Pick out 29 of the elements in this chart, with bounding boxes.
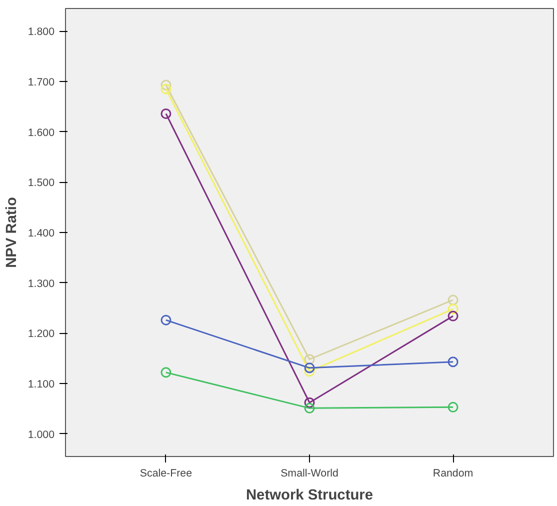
point bbox=[160, 367, 172, 378]
point bbox=[448, 402, 458, 412]
point bbox=[160, 314, 172, 326]
point bbox=[448, 294, 458, 306]
point bbox=[160, 80, 172, 90]
y-tick-label: 1.700 bbox=[28, 76, 55, 88]
point bbox=[304, 397, 315, 408]
point bbox=[304, 362, 315, 374]
x-tick-label: Scale-Free bbox=[140, 468, 192, 480]
point bbox=[448, 356, 458, 368]
x-axis-title: Network Structure bbox=[246, 488, 374, 504]
y-tick-label: 1.000 bbox=[28, 428, 55, 441]
y-tick-label: 1.800 bbox=[28, 26, 55, 38]
y-tick-label: 1.300 bbox=[28, 278, 55, 290]
y-tick-label: 1.200 bbox=[28, 328, 55, 340]
point bbox=[448, 310, 458, 322]
x-tick-label: Small-World bbox=[280, 468, 338, 480]
point bbox=[160, 84, 172, 94]
point bbox=[448, 304, 458, 314]
y-axis-title: NPV Ratio bbox=[4, 197, 20, 268]
y-tick-label: 1.400 bbox=[28, 228, 55, 240]
y-tick-label: 1.500 bbox=[28, 177, 55, 190]
x-tick-label: Random bbox=[432, 468, 474, 480]
point bbox=[160, 108, 172, 119]
point bbox=[304, 354, 315, 365]
y-tick-label: 1.600 bbox=[28, 126, 55, 139]
y-tick-label: 1.100 bbox=[28, 378, 55, 391]
point bbox=[304, 366, 315, 377]
point bbox=[304, 402, 315, 414]
